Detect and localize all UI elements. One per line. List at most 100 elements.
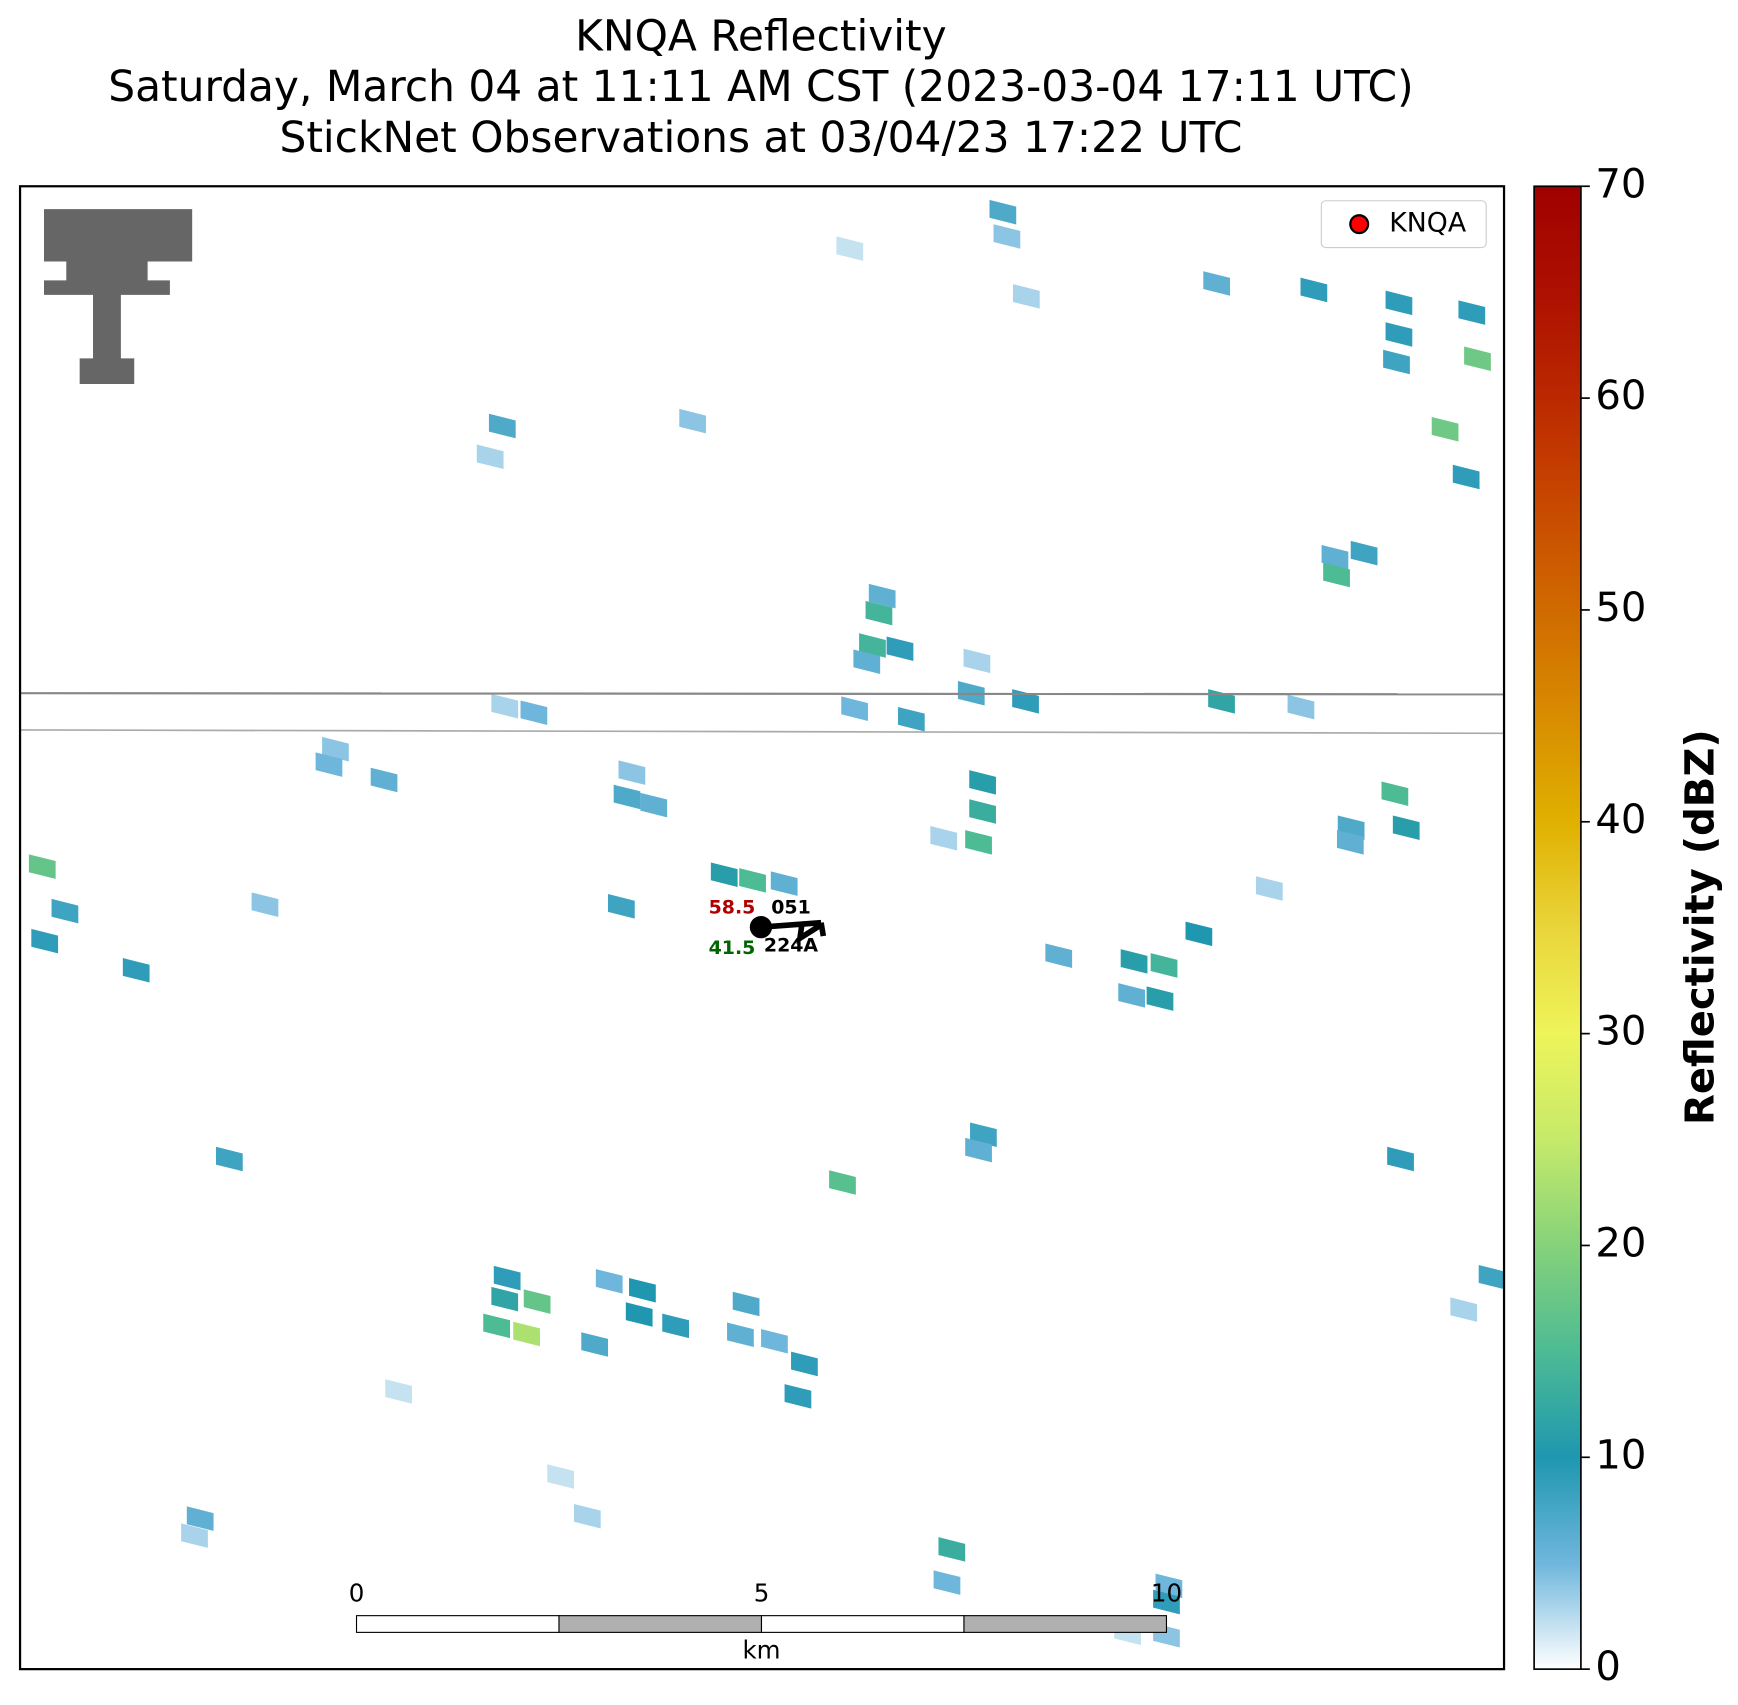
radar-cell <box>1387 1146 1414 1172</box>
radar-cell <box>662 1313 690 1339</box>
radar-cell <box>829 1170 856 1195</box>
radar-cell <box>1385 290 1413 316</box>
radar-cell <box>493 1265 521 1291</box>
radar-cell <box>965 830 992 855</box>
radar-cell <box>607 894 635 919</box>
radar-cell <box>370 767 398 793</box>
colorbar-tick-label: 50 <box>1595 585 1646 631</box>
colorbar-tick-label: 10 <box>1595 1432 1646 1478</box>
radar-cell <box>28 854 56 879</box>
radar-cell <box>1146 986 1174 1011</box>
radar-cell <box>993 224 1021 249</box>
radar-cell <box>595 1269 623 1294</box>
radar-cell <box>1458 300 1486 325</box>
radar-cell <box>1012 689 1039 714</box>
radar-cell <box>613 784 641 810</box>
scale-unit: km <box>742 1635 780 1664</box>
radar-cell <box>1452 464 1480 490</box>
radar-cell <box>1323 562 1350 588</box>
radar-cell <box>122 958 150 983</box>
radar-cell <box>710 862 738 887</box>
radar-cell <box>739 868 766 893</box>
radar-cell <box>1150 953 1178 978</box>
station-marker <box>749 916 773 939</box>
radar-cell <box>1208 689 1235 714</box>
scale-segment <box>963 1615 1168 1633</box>
radar-cell <box>547 1464 574 1489</box>
map-frame <box>18 185 1506 1671</box>
dewpoint: 41.5 <box>709 937 756 959</box>
wind-barb <box>760 919 827 944</box>
radar-cell <box>322 736 349 762</box>
radar-cell <box>1450 1297 1478 1322</box>
colorbar-label: Reflectivity (dBZ) <box>1677 729 1723 1125</box>
legend-label: KNQA <box>1389 208 1467 239</box>
radar-cell <box>1464 346 1491 372</box>
radar-cell <box>491 1286 519 1312</box>
radar-cell <box>853 649 881 674</box>
radar-cell <box>181 1523 208 1548</box>
radar-cell <box>897 706 925 732</box>
legend-marker <box>1349 214 1370 235</box>
radar-cell <box>868 583 896 609</box>
radar-cell <box>727 1322 754 1348</box>
radar-cell <box>573 1503 601 1529</box>
scale-tick-label: 0 <box>349 1578 365 1607</box>
colorbar-tick-label: 0 <box>1595 1644 1621 1690</box>
radar-cell <box>488 413 516 439</box>
radar-cell <box>513 1321 540 1347</box>
colorbar-tick-label: 40 <box>1595 797 1646 843</box>
radar-cell <box>520 700 548 725</box>
colorbar-axis: 0 10 20 30 40 50 60 70 <box>1580 161 1646 1690</box>
radar-cell <box>476 444 504 470</box>
scale-segment <box>760 1615 965 1633</box>
radar-cell <box>865 600 893 626</box>
radar-cell <box>1385 322 1413 347</box>
title: KNQA Reflectivity <box>575 12 947 61</box>
radar-cell <box>640 792 668 818</box>
radar-cell <box>1153 1589 1180 1615</box>
radar-cell <box>930 826 958 851</box>
radar-cell <box>315 752 343 777</box>
radar-cell <box>523 1289 551 1314</box>
reflectivity-layer <box>28 199 1505 1648</box>
radar-cell <box>1431 416 1459 442</box>
scale-segment <box>355 1615 560 1633</box>
radar-cell <box>1185 921 1213 947</box>
radar-cell <box>1381 781 1409 806</box>
colorbar-tick-label: 60 <box>1595 373 1646 419</box>
scale-tick-label: 10 <box>1151 1578 1182 1607</box>
radar-cell <box>841 696 869 721</box>
radar-cell <box>761 1329 788 1354</box>
radar-cell <box>989 199 1017 225</box>
radar-cell <box>886 636 914 662</box>
station-id: 224A <box>764 935 818 957</box>
colorbar-tick-label: 70 <box>1595 161 1646 207</box>
radar-cell <box>1203 271 1231 296</box>
scale-tick-label: 5 <box>754 1578 770 1607</box>
radar-cell <box>1287 694 1315 720</box>
radar-cell <box>1120 949 1148 974</box>
radar-cell <box>186 1506 214 1531</box>
radar-cell <box>679 408 707 434</box>
radar-cell <box>1321 544 1349 570</box>
radar-cell <box>251 892 279 917</box>
radar-cell <box>784 1384 812 1409</box>
radar-cell <box>791 1351 818 1377</box>
radar-cell <box>1155 1573 1183 1599</box>
logo <box>40 205 196 388</box>
radar-cell <box>1045 943 1073 968</box>
colorbar-tick-label: 20 <box>1595 1220 1646 1266</box>
radar-cell <box>1118 983 1146 1008</box>
radar-cell <box>625 1302 653 1327</box>
colorbar <box>1533 185 1582 1670</box>
scale-bar: 0 5 10 km <box>349 1578 1182 1664</box>
radar-cell <box>618 760 646 785</box>
border <box>20 692 1505 696</box>
temperature: 58.5 <box>709 897 756 919</box>
radar-cell <box>732 1291 760 1317</box>
radar-cell <box>963 648 991 674</box>
legend: KNQA <box>1320 200 1487 249</box>
radar-cell <box>215 1146 243 1172</box>
